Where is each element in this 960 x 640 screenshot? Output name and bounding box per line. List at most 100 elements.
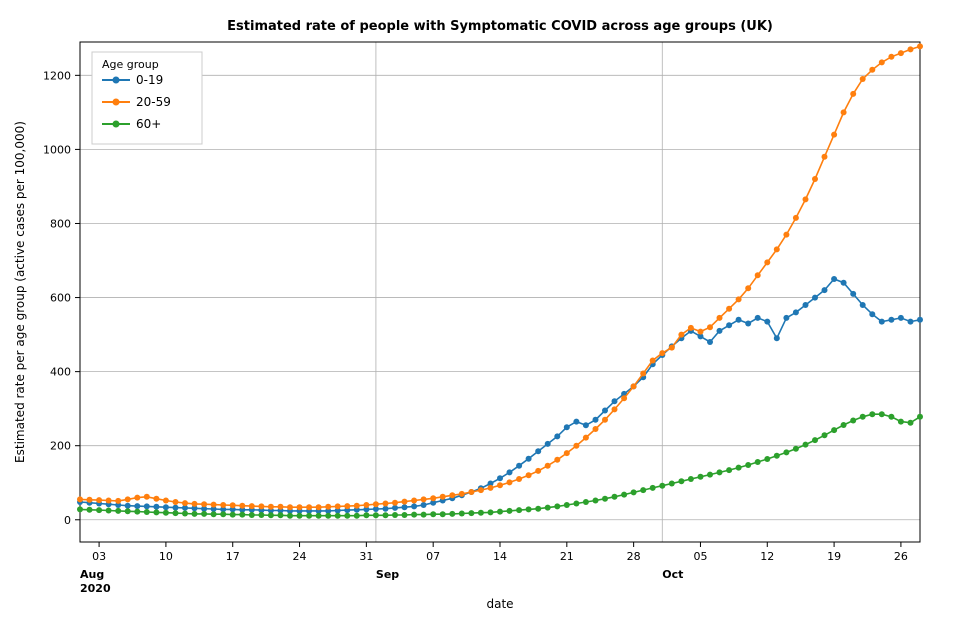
marker — [535, 468, 541, 474]
marker — [306, 513, 312, 519]
marker — [459, 491, 465, 497]
marker — [726, 467, 732, 473]
marker — [736, 465, 742, 471]
marker — [755, 315, 761, 321]
marker — [144, 509, 150, 515]
tick-label-year: 2020 — [80, 582, 111, 595]
marker — [631, 489, 637, 495]
marker — [650, 485, 656, 491]
marker — [478, 487, 484, 493]
marker — [669, 345, 675, 351]
marker — [507, 508, 513, 514]
marker — [898, 315, 904, 321]
marker — [192, 511, 198, 517]
marker — [516, 507, 522, 513]
marker — [573, 419, 579, 425]
marker — [239, 503, 245, 509]
tick-label-month: Aug — [80, 568, 104, 581]
marker — [774, 453, 780, 459]
marker — [106, 508, 112, 514]
marker — [917, 43, 923, 49]
marker — [402, 499, 408, 505]
marker — [449, 492, 455, 498]
marker — [612, 406, 618, 412]
marker — [908, 420, 914, 426]
marker — [115, 508, 121, 514]
marker — [812, 437, 818, 443]
marker — [220, 502, 226, 508]
marker — [764, 319, 770, 325]
marker — [745, 285, 751, 291]
marker — [134, 495, 140, 501]
marker — [421, 502, 427, 508]
marker — [459, 511, 465, 517]
marker — [134, 503, 140, 509]
marker — [917, 317, 923, 323]
marker — [745, 321, 751, 327]
marker — [87, 507, 93, 513]
tick-label-y: 600 — [50, 292, 71, 305]
marker — [879, 411, 885, 417]
marker — [383, 506, 389, 512]
tick-label-y: 1200 — [43, 69, 71, 82]
marker — [764, 456, 770, 462]
tick-label-day: 05 — [693, 550, 707, 563]
marker — [783, 315, 789, 321]
marker — [488, 485, 494, 491]
marker — [736, 296, 742, 302]
tick-label-day: 14 — [493, 550, 507, 563]
marker — [316, 504, 322, 510]
marker — [831, 427, 837, 433]
marker — [850, 91, 856, 97]
tick-label-y: 0 — [64, 514, 71, 527]
marker — [698, 474, 704, 480]
marker — [812, 176, 818, 182]
marker — [258, 512, 264, 518]
tick-label-month: Sep — [376, 568, 399, 581]
marker — [287, 504, 293, 510]
marker — [268, 512, 274, 518]
tick-label-y: 400 — [50, 366, 71, 379]
marker — [497, 475, 503, 481]
marker — [335, 503, 341, 509]
marker — [115, 498, 121, 504]
marker — [888, 317, 894, 323]
marker — [717, 328, 723, 334]
marker — [192, 501, 198, 507]
marker — [106, 498, 112, 504]
marker — [850, 291, 856, 297]
legend-swatch-marker — [113, 121, 120, 128]
marker — [755, 459, 761, 465]
marker — [593, 417, 599, 423]
marker — [831, 132, 837, 138]
marker — [153, 504, 159, 510]
marker — [688, 476, 694, 482]
marker — [507, 469, 513, 475]
marker — [783, 449, 789, 455]
tick-label-day: 24 — [293, 550, 307, 563]
marker — [908, 319, 914, 325]
marker — [812, 295, 818, 301]
marker — [803, 196, 809, 202]
marker — [325, 513, 331, 519]
marker — [564, 502, 570, 508]
marker — [707, 324, 713, 330]
marker — [392, 512, 398, 518]
marker — [535, 448, 541, 454]
legend-swatch-marker — [113, 77, 120, 84]
marker — [726, 306, 732, 312]
marker — [478, 510, 484, 516]
marker — [373, 512, 379, 518]
marker — [468, 510, 474, 516]
marker — [125, 508, 131, 514]
marker — [593, 498, 599, 504]
marker — [593, 426, 599, 432]
marker — [888, 54, 894, 60]
marker — [640, 487, 646, 493]
marker — [774, 335, 780, 341]
marker — [841, 109, 847, 115]
marker — [879, 319, 885, 325]
marker — [96, 497, 102, 503]
marker — [201, 501, 207, 507]
plot-area — [80, 42, 920, 542]
